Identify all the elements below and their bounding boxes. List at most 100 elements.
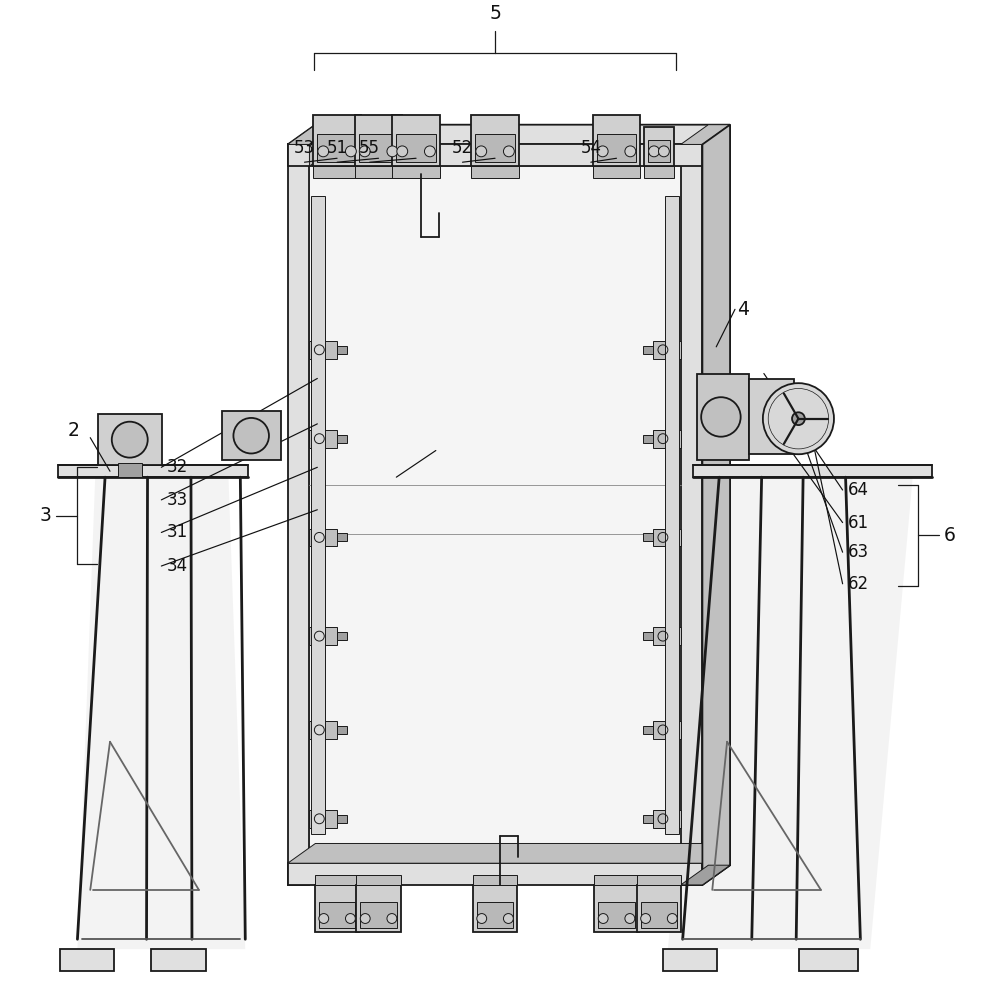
Bar	[697, 373, 749, 460]
Circle shape	[477, 914, 487, 924]
Bar	[311, 196, 325, 834]
Circle shape	[667, 914, 677, 924]
Bar	[637, 885, 681, 933]
Circle shape	[397, 146, 408, 156]
Polygon shape	[681, 145, 702, 885]
Bar	[356, 875, 401, 885]
Bar	[593, 115, 640, 166]
Polygon shape	[58, 465, 248, 477]
Bar	[598, 902, 635, 929]
Circle shape	[359, 146, 370, 156]
Bar	[643, 534, 653, 542]
Polygon shape	[288, 843, 730, 863]
Bar	[473, 875, 517, 885]
Bar	[222, 411, 281, 460]
Text: 33: 33	[166, 491, 188, 509]
Bar	[309, 529, 337, 546]
Bar	[597, 134, 636, 162]
Bar	[648, 141, 670, 162]
Bar	[653, 430, 681, 447]
Circle shape	[598, 914, 608, 924]
Circle shape	[387, 914, 397, 924]
Text: 64: 64	[848, 481, 869, 499]
Bar	[337, 815, 347, 823]
Bar	[313, 166, 361, 178]
Text: 54: 54	[580, 140, 601, 157]
Bar	[359, 134, 398, 162]
Bar	[594, 885, 639, 933]
Bar	[643, 633, 653, 641]
Circle shape	[318, 146, 329, 156]
Bar	[309, 628, 337, 645]
Bar	[477, 902, 513, 929]
Bar	[653, 721, 681, 739]
Bar	[749, 379, 794, 454]
Bar	[337, 435, 347, 443]
Bar	[643, 435, 653, 443]
Bar	[151, 949, 206, 971]
Polygon shape	[668, 477, 913, 949]
Bar	[315, 885, 359, 933]
Text: 5: 5	[489, 4, 501, 23]
Circle shape	[112, 422, 148, 457]
Bar	[643, 726, 653, 734]
Polygon shape	[315, 125, 730, 147]
Bar	[643, 815, 653, 823]
Bar	[392, 115, 440, 166]
Bar	[653, 628, 681, 645]
Circle shape	[233, 418, 269, 453]
Bar	[653, 810, 681, 828]
Circle shape	[763, 383, 834, 454]
Bar	[653, 341, 681, 358]
Circle shape	[701, 397, 741, 437]
Bar	[319, 902, 355, 929]
Circle shape	[476, 146, 487, 156]
Text: 31: 31	[166, 524, 188, 542]
Bar	[337, 633, 347, 641]
Bar	[644, 166, 674, 178]
Polygon shape	[702, 125, 730, 885]
Bar	[471, 166, 519, 178]
Text: 2: 2	[68, 422, 79, 441]
Bar	[665, 196, 679, 834]
Polygon shape	[708, 125, 730, 865]
Bar	[317, 134, 357, 162]
Circle shape	[319, 914, 329, 924]
Bar	[475, 134, 515, 162]
Text: 51: 51	[327, 140, 348, 157]
Bar	[473, 885, 517, 933]
Polygon shape	[288, 125, 337, 145]
Bar	[471, 115, 519, 166]
Polygon shape	[693, 465, 932, 477]
Bar	[309, 721, 337, 739]
Circle shape	[658, 146, 669, 156]
Circle shape	[503, 914, 513, 924]
Circle shape	[503, 146, 514, 156]
Bar	[315, 875, 359, 885]
Circle shape	[792, 412, 805, 425]
Bar	[313, 115, 361, 166]
Bar	[392, 166, 440, 178]
Bar	[799, 949, 858, 971]
Polygon shape	[77, 477, 245, 949]
Bar	[593, 166, 640, 178]
Polygon shape	[288, 863, 702, 885]
Polygon shape	[309, 125, 337, 166]
Bar	[98, 414, 162, 465]
Circle shape	[345, 146, 356, 156]
Bar	[337, 534, 347, 542]
Bar	[637, 875, 681, 885]
Bar	[355, 115, 402, 166]
Bar	[653, 529, 681, 546]
Circle shape	[345, 914, 355, 924]
Bar	[60, 949, 114, 971]
Circle shape	[649, 146, 659, 156]
Bar	[396, 134, 436, 162]
Bar	[643, 346, 653, 353]
Polygon shape	[288, 125, 730, 145]
Text: 52: 52	[452, 140, 473, 157]
Text: 61: 61	[848, 514, 869, 532]
Bar	[309, 810, 337, 828]
Text: 32: 32	[166, 458, 188, 476]
Bar	[309, 341, 337, 358]
